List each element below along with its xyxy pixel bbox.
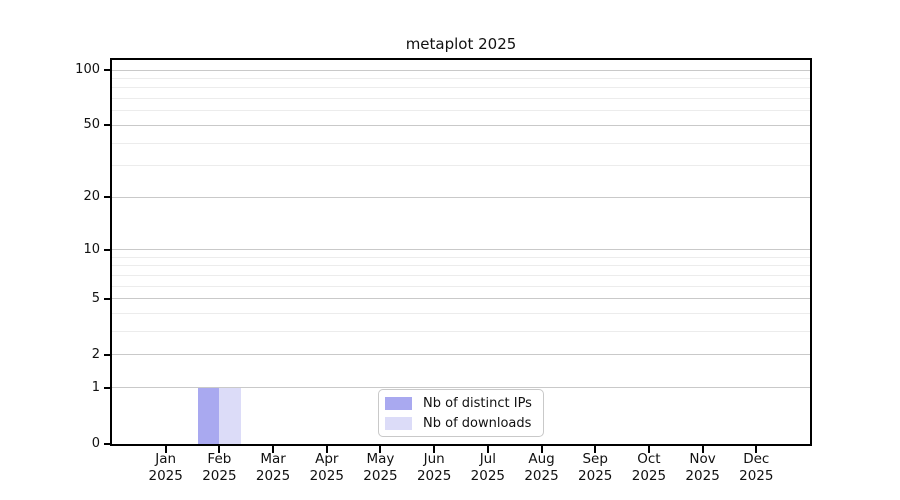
gridline-major-5	[112, 298, 810, 300]
bar-nb-of-downloads-feb	[219, 387, 241, 444]
bar-nb-of-distinct-ips-feb	[197, 387, 220, 444]
gridline-minor-8	[112, 265, 810, 267]
x-tick-label-oct: Oct 2025	[631, 451, 667, 484]
gridline-major-20	[112, 196, 810, 198]
gridline-minor-6	[112, 285, 810, 287]
x-tick-mar	[272, 446, 275, 453]
x-tick-label-aug: Aug 2025	[524, 451, 559, 484]
x-tick-jul	[486, 446, 489, 453]
gridline-major-50	[112, 124, 810, 126]
x-tick-label-jul: Jul 2025	[470, 451, 506, 484]
legend-label-downloads: Nb of downloads	[423, 415, 532, 431]
gridline-major-10	[112, 249, 810, 251]
x-tick-label-feb: Feb 2025	[202, 451, 237, 484]
x-tick-jun	[433, 446, 436, 453]
gridline-minor-90	[112, 77, 810, 79]
gridline-minor-4	[112, 313, 810, 315]
gridline-minor-60	[112, 110, 810, 112]
y-tick-5	[104, 297, 112, 300]
gridline-minor-3	[112, 331, 810, 333]
gridline-minor-7	[112, 274, 810, 276]
y-tick-100	[104, 69, 112, 71]
legend-entry-distinct-ips: Nb of distinct IPs	[385, 396, 535, 411]
x-tick-label-may: May 2025	[363, 451, 398, 484]
legend-label-distinct-ips: Nb of distinct IPs	[423, 395, 532, 411]
x-tick-label-sep: Sep 2025	[578, 451, 613, 484]
x-tick-feb	[218, 446, 221, 453]
y-tick-label-1: 1	[91, 379, 100, 395]
legend-entry-downloads: Nb of downloads	[385, 416, 535, 431]
legend-swatch-distinct-ips	[385, 396, 412, 410]
x-tick-oct	[647, 446, 650, 453]
y-tick-label-5: 5	[91, 290, 100, 306]
y-tick-label-2: 2	[91, 346, 100, 362]
y-tick-label-100: 100	[75, 62, 100, 77]
x-tick-label-apr: Apr 2025	[309, 451, 344, 484]
y-tick-2	[104, 353, 112, 356]
y-tick-20	[104, 196, 112, 199]
legend: Nb of distinct IPs Nb of downloads	[378, 389, 544, 437]
x-tick-label-mar: Mar 2025	[255, 451, 291, 484]
x-tick-aug	[540, 446, 543, 453]
gridline-minor-9	[112, 256, 810, 258]
gridline-minor-30	[112, 165, 810, 167]
y-tick-10	[104, 248, 112, 251]
x-tick-label-nov: Nov 2025	[685, 451, 720, 484]
y-tick-0	[104, 443, 112, 445]
gridline-major-2	[112, 354, 810, 356]
y-tick-label-20: 20	[83, 189, 100, 205]
x-tick-sep	[594, 446, 597, 453]
x-tick-label-jan: Jan 2025	[148, 451, 183, 484]
x-tick-label-jun: Jun 2025	[416, 451, 452, 484]
x-tick-dec	[755, 446, 758, 453]
x-tick-apr	[325, 446, 328, 453]
gridline-minor-80	[112, 87, 810, 89]
y-tick-1	[104, 386, 112, 389]
gridline-major-1	[112, 387, 810, 389]
x-tick-nov	[701, 446, 704, 453]
gridline-minor-40	[112, 142, 810, 144]
gridline-minor-70	[112, 98, 810, 100]
chart-title: metaplot 2025	[405, 35, 517, 53]
y-tick-label-0: 0	[91, 436, 100, 451]
gridline-major-100	[112, 69, 810, 71]
y-tick-label-50: 50	[83, 117, 100, 133]
legend-swatch-downloads	[385, 416, 412, 430]
x-tick-may	[379, 446, 382, 453]
x-tick-jan	[164, 446, 167, 453]
x-tick-label-dec: Dec 2025	[739, 451, 774, 484]
y-tick-label-10: 10	[83, 241, 100, 257]
y-tick-50	[104, 124, 112, 127]
